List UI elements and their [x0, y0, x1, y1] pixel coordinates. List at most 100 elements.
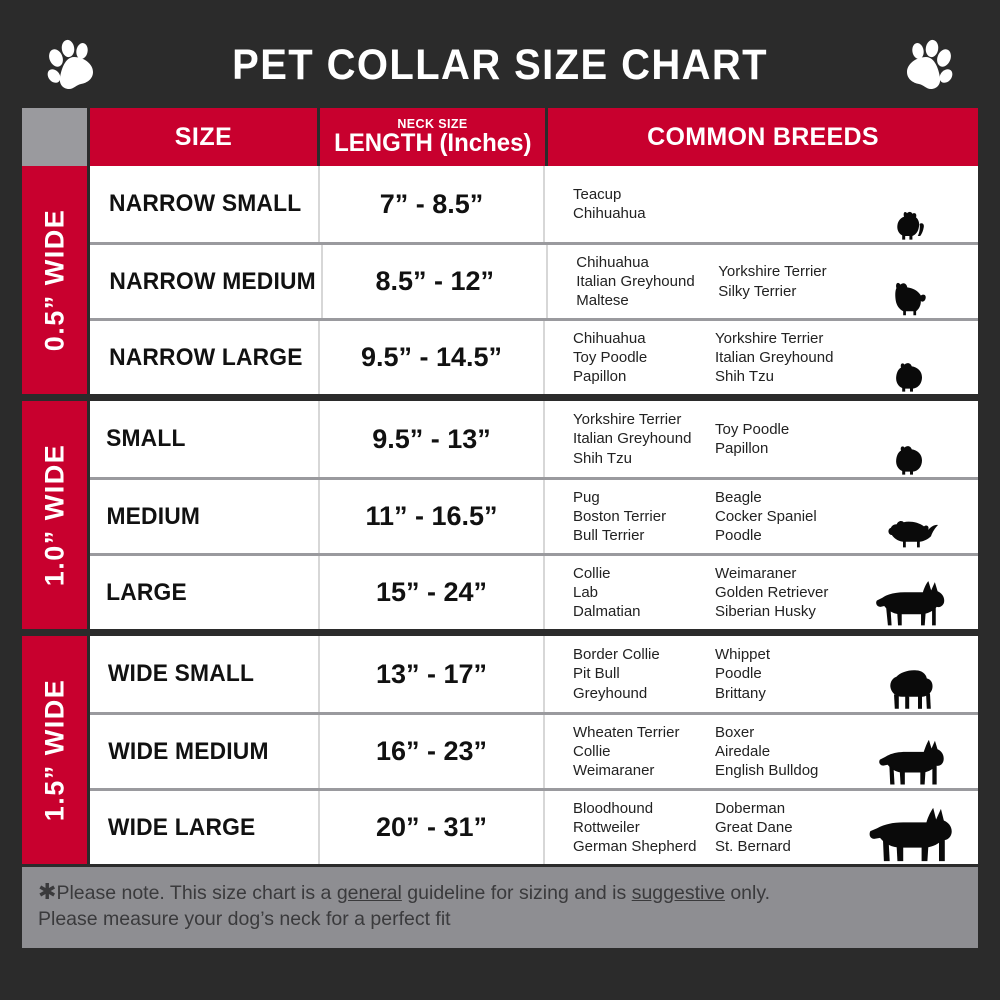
size-group: 0.5” WIDE NARROW SMALL 7” - 8.5” Teacup Chih…	[22, 166, 978, 394]
breed-list-primary: Border Collie Pit Bull Greyhound	[573, 645, 715, 703]
size-name-label: WIDE SMALL	[107, 660, 255, 687]
breed-item: Maltese	[576, 292, 629, 310]
breed-list-secondary: Beagle Cocker Spaniel Poodle	[715, 488, 865, 546]
breed-item: Dalmatian	[573, 603, 641, 621]
breed-item: Yorkshire Terrier	[573, 411, 682, 429]
breed-list-primary: Wheaten Terrier Collie Weimaraner	[573, 723, 715, 781]
breed-list-primary: Chihuahua Italian Greyhound Maltese	[576, 253, 718, 311]
breed-item: Teacup	[573, 185, 622, 203]
breed-item: Yorkshire Terrier	[715, 329, 824, 347]
breed-item: Greyhound	[573, 684, 648, 702]
cell-size-name: LARGE	[90, 556, 320, 629]
cell-common-breeds: Bloodhound Rottweiler German Shepherd Dober…	[545, 791, 978, 864]
paw-print-icon	[907, 39, 953, 89]
breed-item: Collie	[573, 564, 611, 582]
size-name-label: MEDIUM	[106, 502, 201, 530]
paw-print-icon	[47, 39, 93, 89]
breed-item: Weimaraner	[573, 762, 655, 780]
column-header-length-sublabel: NECK SIZE	[397, 116, 468, 131]
asterisk-icon: ✱	[38, 879, 57, 904]
chart-footnote: ✱Please note. This size chart is a gener…	[22, 864, 978, 948]
yorkshire-terrier-silhouette	[846, 166, 974, 242]
cell-neck-length: 20” - 31”	[320, 791, 545, 864]
column-header-breeds: COMMON BREEDS	[548, 108, 978, 166]
breed-item: Pug	[573, 488, 600, 506]
footnote-emphasis-suggestive: suggestive	[631, 882, 725, 904]
breed-item: Beagle	[715, 488, 762, 506]
cell-neck-length: 15” - 24”	[320, 556, 545, 629]
size-name-label: WIDE LARGE	[107, 813, 256, 841]
breed-item: St. Bernard	[715, 838, 791, 856]
breed-item: Papillon	[715, 440, 769, 457]
breed-item: Chihuahua	[576, 253, 649, 271]
cell-common-breeds: Yorkshire Terrier Italian Greyhound Shih T…	[545, 401, 978, 477]
size-group: 1.0” WIDE SMALL 9.5” - 13” Yorkshire Terrie…	[22, 394, 978, 629]
breed-item: Silky Terrier	[718, 282, 797, 300]
breed-item: Toy Poodle	[715, 420, 790, 438]
breed-item: Border Collie	[573, 646, 660, 664]
group-rows: SMALL 9.5” - 13” Yorkshire Terrier Italian …	[90, 401, 978, 629]
breed-list-primary: Collie Lab Dalmatian	[573, 564, 715, 622]
cell-common-breeds: Border Collie Pit Bull Greyhound Whippet Poo…	[545, 636, 978, 712]
table-row: WIDE MEDIUM 16” - 23” Wheaten Terrier Colli…	[90, 712, 978, 788]
chart-header: PET COLLAR SIZE CHART	[22, 22, 978, 108]
table-row: WIDE LARGE 20” - 31” Bloodhound Rottweiler G…	[90, 788, 978, 864]
footnote-text-b: guideline for sizing and is	[401, 882, 632, 904]
cell-neck-length: 16” - 23”	[320, 715, 545, 788]
table-row: NARROW MEDIUM 8.5” - 12” Chihuahua Italian …	[90, 242, 978, 318]
footnote-text-a: Please note. This size chart is a	[56, 882, 337, 904]
cell-size-name: NARROW LARGE	[90, 321, 320, 394]
cell-size-name: NARROW MEDIUM	[90, 245, 324, 318]
breed-list-primary: Bloodhound Rottweiler German Shepherd	[573, 799, 715, 857]
breed-item: Poodle	[715, 665, 762, 683]
cell-common-breeds: Chihuahua Toy Poodle Papillon Yorkshire Ter…	[545, 321, 978, 394]
cell-size-name: WIDE MEDIUM	[90, 715, 320, 788]
beagle-silhouette	[846, 477, 974, 553]
breed-list-primary: Yorkshire Terrier Italian Greyhound Shih T…	[573, 410, 715, 468]
breed-list-secondary: Yorkshire Terrier Silky Terrier	[718, 262, 868, 300]
corner-cell	[22, 108, 90, 166]
group-width-band: 0.5” WIDE	[22, 166, 90, 394]
table-row: MEDIUM 11” - 16.5” Pug Boston Terrier Bull T…	[90, 477, 978, 553]
breed-item: Brittany	[715, 684, 766, 702]
breed-item: Weimaraner	[715, 564, 797, 582]
breed-item: Italian Greyhound	[576, 272, 695, 290]
breed-item: Shih Tzu	[715, 368, 774, 386]
breed-item: Pit Bull	[573, 665, 620, 683]
breed-item: Chihuahua	[573, 329, 646, 347]
size-name-label: NARROW MEDIUM	[109, 267, 316, 295]
cell-neck-length: 8.5” - 12”	[323, 245, 549, 318]
cell-common-breeds: Wheaten Terrier Collie Weimaraner Boxer Aire…	[545, 715, 978, 788]
page-title: PET COLLAR SIZE CHART	[232, 40, 768, 89]
cell-neck-length: 11” - 16.5”	[320, 480, 545, 553]
cell-neck-length: 7” - 8.5”	[320, 166, 545, 242]
breed-list-secondary: Toy Poodle Papillon	[715, 420, 865, 458]
breed-list-secondary: Boxer Airedale English Bulldog	[715, 723, 865, 781]
cell-neck-length: 13” - 17”	[320, 636, 545, 712]
standing-dog-silhouette	[846, 553, 974, 629]
breed-item: Whippet	[715, 646, 771, 664]
column-header-size: SIZE	[90, 108, 320, 166]
footnote-emphasis-general: general	[336, 882, 402, 904]
breed-list-secondary: Weimaraner Golden Retriever Siberian Husky	[715, 564, 865, 622]
table-row: SMALL 9.5” - 13” Yorkshire Terrier Italian …	[90, 401, 978, 477]
pomeranian-silhouette	[846, 401, 974, 477]
breed-item: German Shepherd	[573, 838, 697, 856]
size-name-label: LARGE	[106, 578, 187, 606]
doberman-silhouette	[846, 788, 974, 864]
breed-item: Doberman	[715, 799, 786, 817]
breed-item: Lab	[573, 583, 599, 601]
size-name-label: NARROW SMALL	[109, 190, 302, 217]
table-row: NARROW SMALL 7” - 8.5” Teacup Chihuahua	[90, 166, 978, 242]
breed-item: Toy Poodle	[573, 348, 648, 366]
cell-size-name: WIDE LARGE	[90, 791, 320, 864]
group-width-label: 0.5” WIDE	[39, 208, 69, 352]
table-header-row: SIZE NECK SIZE LENGTH (Inches) COMMON BR…	[22, 108, 978, 166]
breed-item: Rottweiler	[573, 818, 640, 836]
group-width-label: 1.0” WIDE	[39, 443, 69, 587]
group-rows: NARROW SMALL 7” - 8.5” Teacup Chihuahua NARR…	[90, 166, 978, 394]
breed-list-secondary: Whippet Poodle Brittany	[715, 645, 865, 703]
breed-item: Boxer	[715, 723, 755, 741]
cell-size-name: NARROW SMALL	[90, 166, 320, 242]
